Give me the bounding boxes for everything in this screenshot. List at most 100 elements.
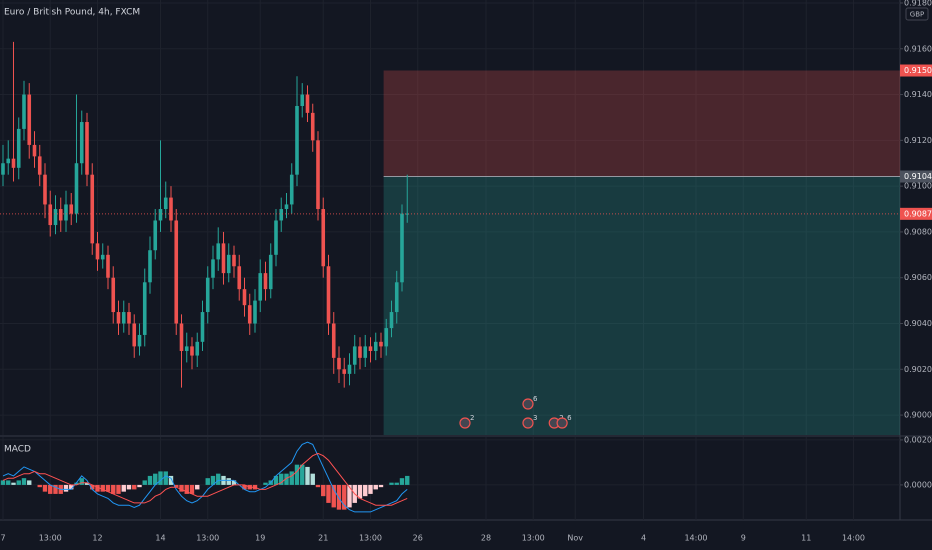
candle-body (190, 346, 194, 356)
x-tick-label: 13:00 (196, 534, 219, 543)
candle-body (32, 144, 37, 157)
candle-body (85, 122, 89, 175)
macd-histogram-bar (69, 484, 74, 490)
macd-histogram-bar (105, 484, 111, 492)
macd-histogram-bar (174, 484, 179, 488)
candle-body (137, 334, 142, 347)
macd-histogram-bar (95, 484, 100, 492)
macd-histogram-bar (132, 484, 137, 490)
macd-histogram-bar (216, 473, 221, 485)
candle-body (64, 204, 68, 221)
event-marker (522, 417, 534, 429)
candle-body (6, 158, 11, 164)
macd-histogram-bar (331, 484, 336, 508)
x-tick-label: 14:00 (684, 534, 707, 543)
macd-histogram-bar (126, 484, 132, 490)
macd-histogram-bar (326, 484, 331, 503)
price-label: 0.90879 (904, 209, 932, 218)
candle-body (263, 273, 268, 290)
macd-histogram-bar (210, 475, 216, 485)
x-tick-label: 7 (0, 534, 5, 543)
x-tick-label: 4 (641, 534, 646, 543)
candle-body (216, 243, 221, 260)
candle-body (284, 204, 289, 210)
candle-body (95, 243, 100, 260)
candle-body (295, 106, 299, 175)
event-marker (522, 398, 534, 410)
candle-body (363, 346, 368, 358)
candle-body (321, 209, 326, 267)
macd-histogram-bar (153, 473, 158, 485)
candle-body (16, 128, 21, 168)
macd-histogram-bar (16, 480, 21, 485)
macd-histogram-bar (405, 475, 410, 485)
candle-body (121, 312, 126, 324)
candle-body (179, 323, 184, 351)
candle-body (163, 197, 168, 210)
macd-histogram-bar (147, 475, 153, 485)
event-marker (556, 417, 568, 429)
macd-histogram-bar (168, 475, 174, 485)
macd-histogram-bar (79, 478, 84, 485)
candle-body (221, 243, 226, 274)
candle-body (389, 312, 394, 329)
price-label-bg (900, 64, 932, 77)
macd-histogram-bar (363, 484, 368, 497)
macd-histogram-bar (184, 484, 189, 494)
x-tick-label: 13:00 (522, 534, 545, 543)
macd-histogram-bar (273, 475, 279, 485)
price-label-bg (900, 207, 932, 220)
macd-histogram-bar (279, 473, 284, 485)
x-tick-label: 13:00 (39, 534, 62, 543)
macd-histogram-bar (21, 478, 27, 485)
macd-histogram-bar (11, 482, 16, 485)
candle-body (242, 289, 247, 306)
macd-histogram-bar (84, 482, 90, 485)
macd-histogram-bar (336, 484, 342, 510)
price-label: 0.91042 (904, 172, 932, 181)
candle-body (316, 140, 320, 210)
event-label: 6 (567, 414, 572, 422)
macd-histogram-bar (205, 478, 210, 485)
candle-body (258, 273, 263, 301)
candle-body (158, 209, 163, 221)
macd-histogram-bar (284, 473, 289, 485)
macd-line (2, 452, 408, 506)
price-label: 0.91505 (904, 66, 932, 75)
x-tick-label: 9 (741, 534, 746, 543)
candle-body (174, 220, 179, 324)
candle-body (274, 220, 278, 255)
candle-body (169, 197, 173, 221)
macd-histogram-bar (321, 484, 326, 497)
x-tick-label: 13:00 (359, 534, 382, 543)
macd-histogram-bar (263, 482, 268, 485)
event-label: 2 (470, 414, 474, 422)
macd-histogram-bar (399, 478, 405, 485)
candle-body (237, 266, 242, 290)
candle-body (100, 254, 105, 260)
candle-body (22, 94, 26, 129)
x-tick-label: 28 (481, 534, 491, 543)
candle-body (132, 323, 137, 347)
candle-body (148, 250, 152, 283)
x-tick-label: Nov (567, 534, 583, 543)
candle-body (253, 300, 257, 324)
x-tick-label: 14 (155, 534, 165, 543)
price-label-bg (900, 170, 932, 183)
x-tick-label: 11 (801, 534, 811, 543)
currency-box (905, 7, 929, 21)
macd-histogram-bar (179, 484, 184, 492)
macd-histogram-bar (357, 484, 363, 499)
event-marker (459, 417, 471, 429)
x-tick-label: 26 (413, 534, 423, 543)
candle-body (37, 156, 42, 175)
candle-body (90, 174, 95, 244)
macd-histogram-bar (90, 484, 95, 490)
macd-histogram-bar (231, 480, 237, 485)
